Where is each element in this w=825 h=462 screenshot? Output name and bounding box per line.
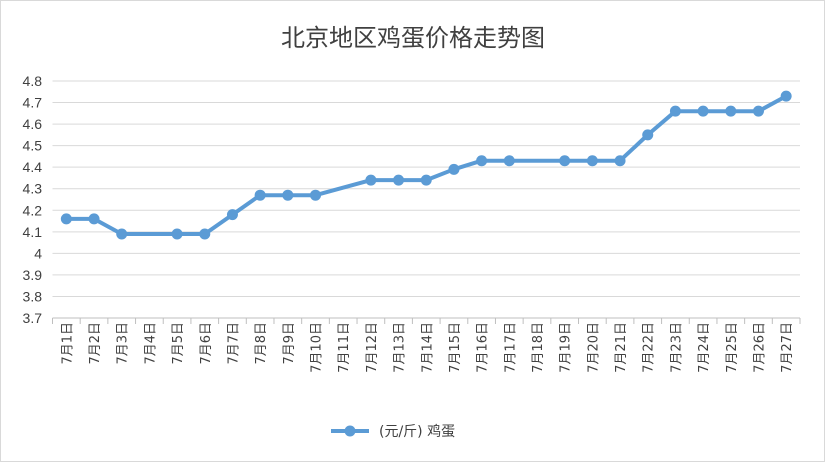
y-tick-label: 4.5: [23, 138, 43, 154]
x-category-label: 7月1日: [60, 322, 75, 365]
x-category-label: 7月4日: [143, 322, 158, 365]
data-point: [669, 105, 681, 117]
data-point: [171, 228, 183, 240]
data-point: [697, 105, 709, 117]
data-point: [254, 189, 266, 201]
y-tick-label: 4.1: [23, 224, 43, 240]
y-tick-label: 4.7: [23, 95, 43, 111]
y-axis: 3.7 3.8 3.9 4 4.1 4.2 4.3 4.4 4.5 4.6 4.7 4.8: [23, 73, 43, 326]
data-point: [780, 90, 792, 102]
chart-title: 北京地区鸡蛋价格走势图: [281, 24, 545, 52]
y-tick-label: 3.9: [23, 267, 43, 283]
x-category-label: 7月11日: [337, 322, 352, 373]
x-axis: 7月1日 7月2日 7月3日 7月4日 7月5日 7月6日 7月7日 7月8日 7月9日 7月10…: [52, 317, 801, 373]
x-category-label: 7月5日: [171, 322, 186, 365]
y-tick-label: 4.8: [23, 73, 43, 89]
y-tick-label: 3.7: [23, 310, 43, 326]
x-category-label: 7月16日: [476, 322, 491, 373]
data-point: [752, 105, 764, 117]
legend-dot-marker: [344, 425, 356, 437]
gridlines: [52, 80, 800, 297]
data-point: [88, 213, 100, 225]
x-category-label: 7月14日: [420, 322, 435, 373]
x-category-label: 7月9日: [282, 322, 297, 365]
data-point: [586, 155, 598, 167]
x-category-label: 7月23日: [669, 322, 684, 373]
x-category-label: 7月17日: [503, 322, 518, 373]
data-point: [642, 129, 654, 141]
x-category-label: 7月15日: [448, 322, 463, 373]
data-point: [365, 174, 377, 186]
x-category-label: 7月2日: [88, 322, 103, 365]
y-tick-label: 3.8: [23, 288, 43, 304]
x-category-label: 7月20日: [586, 322, 601, 373]
data-point: [448, 163, 460, 175]
y-tick-label: 4.2: [23, 202, 43, 218]
y-tick-label: 4.4: [23, 159, 43, 175]
data-point: [725, 105, 737, 117]
x-category-label: 7月27日: [780, 322, 795, 373]
data-point: [199, 228, 211, 240]
data-point: [476, 155, 488, 167]
x-category-label: 7月10日: [310, 322, 325, 373]
x-category-label: 7月24日: [697, 322, 712, 373]
x-category-label: 7月8日: [254, 322, 269, 365]
data-point: [393, 174, 405, 186]
series-line-layer: [60, 90, 792, 240]
x-category-label: 7月26日: [752, 322, 767, 373]
y-tick-label: 4: [34, 245, 42, 261]
x-category-label: 7月22日: [642, 322, 657, 373]
x-category-label: 7月18日: [531, 322, 546, 373]
data-point: [282, 189, 294, 201]
legend: (元/斤) 鸡蛋: [331, 423, 455, 440]
data-point: [226, 209, 238, 221]
data-point: [60, 213, 72, 225]
data-point: [503, 155, 515, 167]
x-category-label: 7月12日: [365, 322, 380, 373]
data-point: [310, 189, 322, 201]
x-category-label: 7月21日: [614, 322, 629, 373]
legend-label: (元/斤) 鸡蛋: [379, 423, 455, 440]
x-category-label: 7月19日: [559, 322, 574, 373]
data-point: [559, 155, 571, 167]
x-category-label: 7月6日: [199, 322, 214, 365]
data-point: [420, 174, 432, 186]
x-category-label: 7月3日: [116, 322, 131, 365]
series-line: [64, 94, 789, 236]
x-category-label: 7月25日: [725, 322, 740, 373]
x-category-label: 7月13日: [393, 322, 408, 373]
x-category-label: 7月7日: [226, 322, 241, 365]
y-tick-label: 4.3: [23, 181, 43, 197]
data-point: [614, 155, 626, 167]
data-point: [116, 228, 128, 240]
y-tick-label: 4.6: [23, 116, 43, 132]
